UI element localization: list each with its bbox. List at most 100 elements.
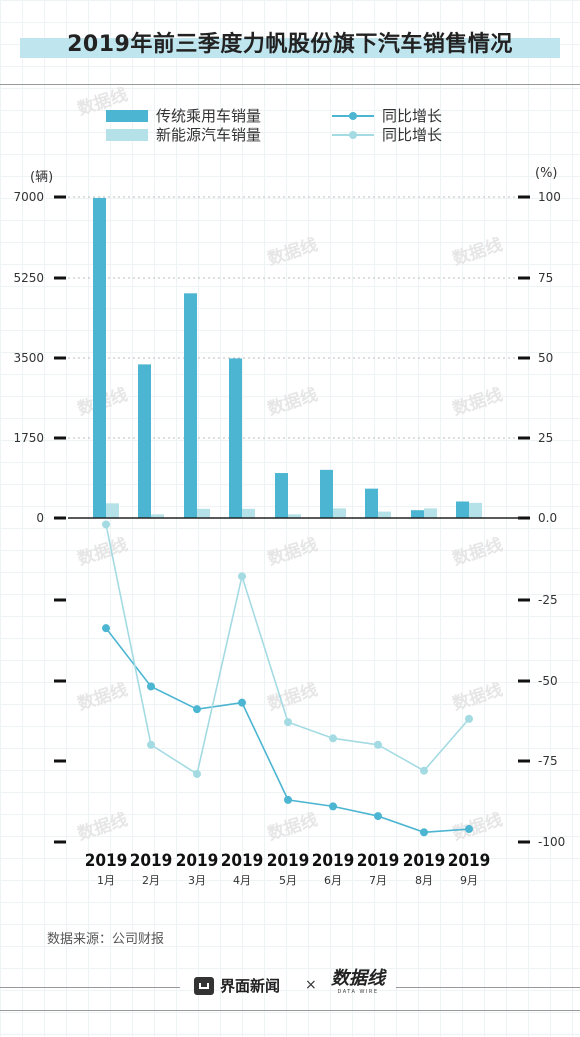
right-tick-label: 0.0 — [538, 511, 557, 525]
right-tick-label: 50 — [538, 351, 553, 365]
legend-swatch-traditional-line — [332, 110, 374, 122]
legend-nev-bar: 新能源汽车销量 — [106, 124, 261, 145]
bar-nev-8 — [424, 508, 437, 518]
line-point-2-3 — [193, 769, 201, 778]
bar-traditional-6 — [320, 469, 333, 518]
x-year-label: 2019 — [403, 851, 446, 871]
watermark-11: 数据线 — [450, 679, 505, 715]
bar-nev-3 — [197, 508, 210, 518]
x-month-label: 7月 — [369, 874, 387, 887]
legend-label-nev-line: 同比增长 — [382, 126, 443, 144]
chart-title: 2019年前三季度力帆股份旗下汽车销售情况 — [67, 32, 513, 57]
x-month-label: 1月 — [97, 874, 115, 887]
bar-nev-5 — [288, 514, 301, 518]
line-point-2-8 — [420, 766, 428, 775]
x-month-label: 9月 — [460, 874, 478, 887]
bar-traditional-2 — [138, 364, 151, 518]
x-month-label: 2月 — [142, 874, 160, 887]
line-point-2-1 — [102, 520, 110, 529]
bar-nev-1 — [106, 503, 119, 518]
line-point-1-7 — [374, 812, 382, 821]
left-tick-label: 1750 — [13, 431, 44, 445]
bar-traditional-9 — [456, 501, 469, 518]
line-point-1-1 — [102, 624, 110, 633]
bar-nev-7 — [378, 511, 391, 518]
x-month-label: 8月 — [415, 874, 433, 887]
watermark-14: 数据线 — [450, 809, 505, 845]
right-tick-label: 100 — [538, 190, 561, 204]
legend-swatch-nev — [106, 128, 148, 141]
x-month-label: 3月 — [188, 874, 206, 887]
line-point-1-3 — [193, 705, 201, 714]
right-tick-label: -50 — [538, 674, 558, 688]
line-point-1-6 — [329, 802, 337, 811]
watermark-1: 数据线 — [265, 234, 320, 270]
data-source: 数据来源：公司财报 — [47, 932, 165, 947]
title-highlight — [20, 38, 560, 58]
line-point-1-4 — [238, 698, 246, 707]
x-year-label: 2019 — [221, 851, 264, 871]
bar-traditional-8 — [411, 510, 424, 518]
watermark-0: 数据线 — [75, 84, 130, 120]
line-point-2-4 — [238, 572, 246, 581]
right-axis-unit: (%) — [535, 166, 558, 181]
line-point-2-2 — [147, 740, 155, 749]
right-tick-label: 75 — [538, 271, 553, 285]
x-month-label: 5月 — [279, 874, 297, 887]
bar-nev-6 — [333, 508, 346, 518]
legend-swatch-traditional — [106, 109, 148, 122]
left-tick-label: 0 — [36, 511, 44, 525]
right-tick-label: -75 — [538, 754, 558, 768]
watermark-6: 数据线 — [75, 534, 130, 570]
x-month-label: 6月 — [324, 874, 342, 887]
line-point-1-9 — [465, 825, 473, 834]
right-tick-label: 25 — [538, 431, 553, 445]
line-point-2-6 — [329, 734, 337, 743]
bar-nev-4 — [242, 508, 255, 518]
bar-traditional-7 — [365, 488, 378, 518]
legend-label-traditional: 传统乘用车销量 — [156, 107, 262, 125]
bar-traditional-3 — [184, 293, 197, 518]
top-divider — [0, 84, 580, 85]
bar-traditional-5 — [275, 473, 288, 518]
brand-separator: × — [305, 977, 317, 993]
legend-label-traditional-line: 同比增长 — [382, 107, 443, 125]
jiemian-icon — [194, 976, 214, 995]
bar-nev-2 — [151, 514, 164, 518]
legend-label-nev: 新能源汽车销量 — [156, 126, 262, 144]
line-point-2-5 — [284, 718, 292, 727]
watermark-9: 数据线 — [75, 679, 130, 715]
watermark-10: 数据线 — [265, 679, 320, 715]
jiemian-logo: 界面新闻 — [194, 975, 280, 996]
watermark-2: 数据线 — [450, 234, 505, 270]
left-tick-label: 3500 — [13, 351, 44, 365]
left-axis-unit: (辆) — [30, 170, 54, 185]
x-year-label: 2019 — [312, 851, 355, 871]
legend-swatch-nev-line — [332, 129, 374, 141]
right-tick-label: -25 — [538, 593, 558, 607]
watermark-13: 数据线 — [265, 809, 320, 845]
line-point-2-7 — [374, 740, 382, 749]
x-year-label: 2019 — [357, 851, 400, 871]
x-year-label: 2019 — [267, 851, 310, 871]
legend-nev-line: 同比增长 — [332, 124, 442, 145]
x-month-label: 4月 — [233, 874, 251, 887]
bar-traditional-4 — [229, 358, 242, 518]
right-tick-label: -100 — [538, 835, 565, 849]
bar-nev-9 — [469, 502, 482, 518]
line-point-1-5 — [284, 795, 292, 804]
watermark-12: 数据线 — [75, 809, 130, 845]
x-year-label: 2019 — [448, 851, 491, 871]
legend-traditional-bar: 传统乘用车销量 — [106, 105, 261, 126]
bar-traditional-1 — [93, 197, 106, 518]
x-year-label: 2019 — [176, 851, 219, 871]
bottom-divider — [0, 1010, 580, 1011]
watermark-7: 数据线 — [265, 534, 320, 570]
datawire-logo: 数据线 DATA WIRE — [328, 969, 388, 1001]
legend-traditional-line: 同比增长 — [332, 105, 442, 126]
chart-canvas: 数据线数据线 数据线数据线 数据线数据线 数据线 数据线数据线 数据线 数据线数据线 数据线数… — [13, 84, 565, 887]
x-year-label: 2019 — [85, 851, 128, 871]
watermark-4: 数据线 — [265, 384, 320, 420]
line-point-2-9 — [465, 714, 473, 723]
footer: 界面新闻 × 数据线 DATA WIRE — [0, 969, 580, 999]
